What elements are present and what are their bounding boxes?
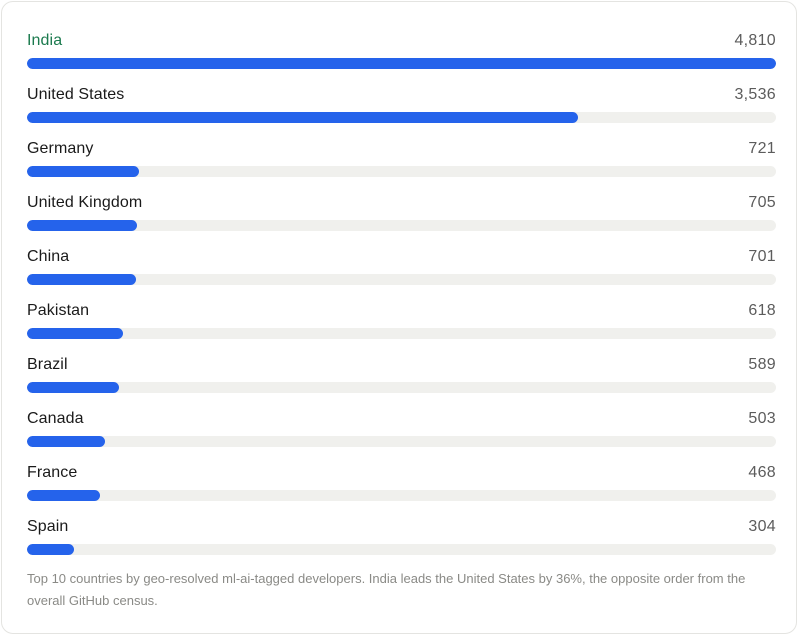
bar-track [27,382,776,393]
bar-row: Germany 721 [27,138,776,192]
category-label: China [27,248,70,265]
category-label: United States [27,86,125,103]
bar [27,274,136,285]
bar-row: Canada 503 [27,408,776,462]
bar-track [27,274,776,285]
bar [27,544,74,555]
value-label: 705 [748,194,776,211]
bar-track [27,328,776,339]
bar-row-header: United States 3,536 [27,84,776,106]
category-label: Brazil [27,356,68,373]
value-label: 701 [748,248,776,265]
bar-track [27,58,776,69]
bar [27,112,578,123]
bar-row-header: Germany 721 [27,138,776,160]
bar-track [27,490,776,501]
chart-caption: Top 10 countries by geo-resolved ml-ai-t… [27,571,746,608]
bar [27,382,119,393]
bar-row: United States 3,536 [27,84,776,138]
bar-row-header: China 701 [27,246,776,268]
bar-list: India 4,810 United States 3,536 Germany 721 Un… [27,30,776,570]
bar-row: France 468 [27,462,776,516]
value-label: 4,810 [734,32,776,49]
value-label: 589 [748,356,776,373]
bar [27,166,139,177]
bar-track [27,220,776,231]
category-label: Germany [27,140,94,157]
bar-row: United Kingdom 705 [27,192,776,246]
bar-row: India 4,810 [27,30,776,84]
bar-row-header: United Kingdom 705 [27,192,776,214]
bar-row-header: Spain 304 [27,516,776,538]
bar-row-header: France 468 [27,462,776,484]
category-label: Canada [27,410,84,427]
bar-track [27,544,776,555]
bar-track [27,436,776,447]
bar [27,58,776,69]
category-label: France [27,464,78,481]
bar-row: Spain 304 [27,516,776,570]
category-label: United Kingdom [27,194,143,211]
value-label: 304 [748,518,776,535]
bar-row-header: Pakistan 618 [27,300,776,322]
bar-row: Brazil 589 [27,354,776,408]
value-label: 721 [748,140,776,157]
category-label: Spain [27,518,69,535]
bar-track [27,112,776,123]
bar-row-header: Brazil 589 [27,354,776,376]
bar [27,490,100,501]
bar-row-header: India 4,810 [27,30,776,52]
bar-track [27,166,776,177]
bar-row: China 701 [27,246,776,300]
category-label: Pakistan [27,302,90,319]
bar [27,220,137,231]
bar-row-header: Canada 503 [27,408,776,430]
bar [27,436,105,447]
value-label: 3,536 [734,86,776,103]
category-label: India [27,32,63,49]
bar-row: Pakistan 618 [27,300,776,354]
value-label: 618 [748,302,776,319]
value-label: 468 [748,464,776,481]
value-label: 503 [748,410,776,427]
bar [27,328,123,339]
